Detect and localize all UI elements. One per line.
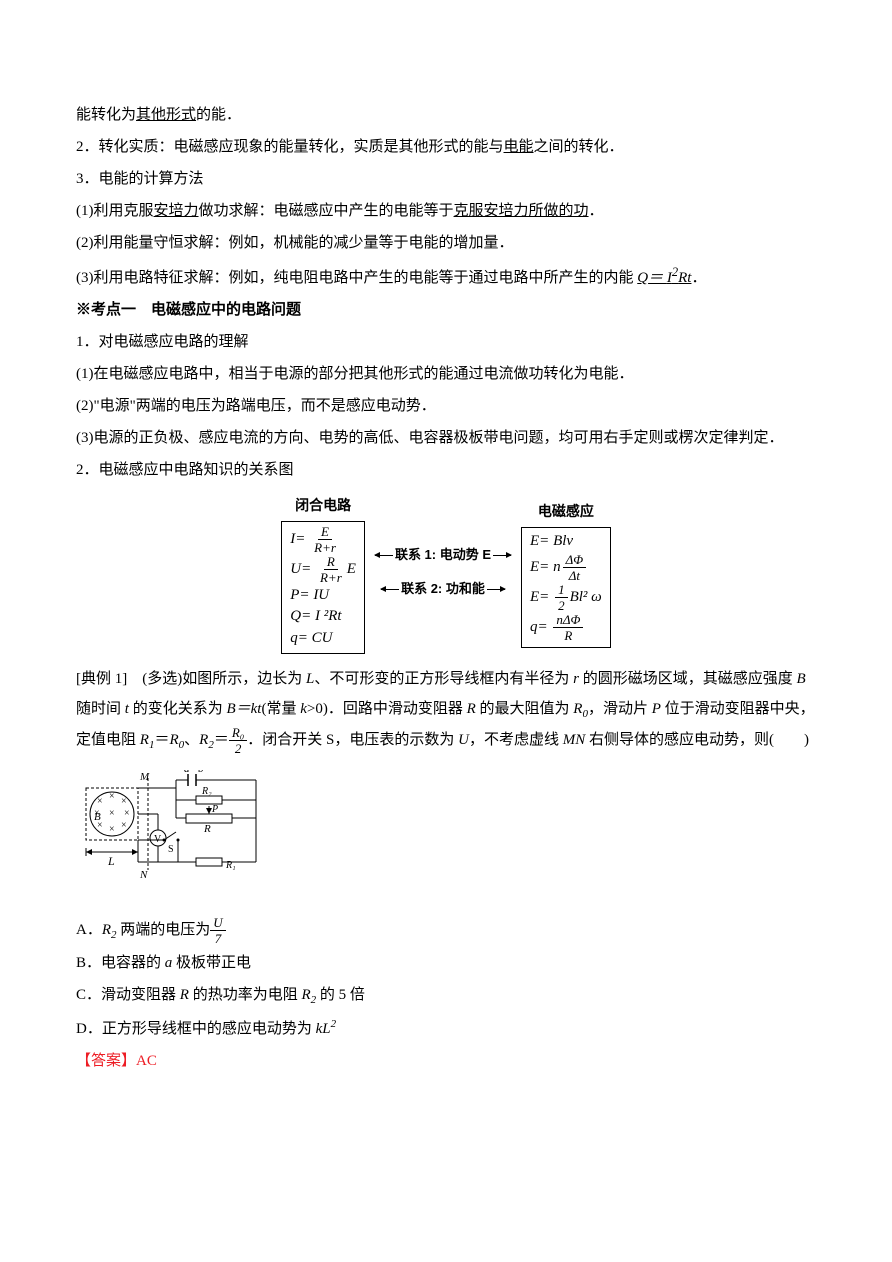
text: 3．电能的计算方法 (76, 171, 204, 187)
text: 的能． (196, 107, 241, 123)
text: (1)利用克服 (76, 203, 154, 219)
option-A: A．R2 两端的电压为U7 (76, 915, 816, 946)
underline: 电能 (504, 139, 534, 155)
svg-text:×: × (109, 824, 115, 835)
svg-text:R₂: R₂ (201, 786, 212, 797)
para-4: (1)利用克服安培力做功求解：电磁感应中产生的电能等于克服安培力所做的功． (76, 196, 816, 226)
arrow-right-icon (487, 589, 505, 590)
text: (2)利用能量守恒求解：例如，机械能的减少量等于电能的增加量． (76, 235, 514, 251)
para-2: 2．转化实质：电磁感应现象的能量转化，实质是其他形式的能与电能之间的转化． (76, 132, 816, 162)
svg-text:×: × (121, 796, 127, 807)
para-3: 3．电能的计算方法 (76, 164, 816, 194)
svg-text:P: P (211, 804, 218, 815)
circuit-figure: ××× ××× ××× B L M N a b R₂ P (76, 770, 816, 901)
text: ． (691, 270, 706, 286)
arrow-right-icon (493, 555, 511, 556)
svg-text:b: b (198, 770, 204, 775)
para-s1-1: (1)在电磁感应电路中，相当于电源的部分把其他形式的能通过电流做功转化为电能． (76, 359, 816, 389)
box-right: E= Blv E= nΔΦΔt E= 12Bl² ω q= nΔΦR (521, 527, 611, 647)
relation-diagram: 闭合电路 I= ER+r U= RR+rE P= IU Q= I ²Rt q= … (76, 491, 816, 654)
para-s2: 2．电磁感应中电路知识的关系图 (76, 455, 816, 485)
svg-text:×: × (121, 820, 127, 831)
diagram-middle: 联系 1: 电动势 E 联系 2: 功和能 (373, 542, 513, 602)
svg-text:×: × (109, 791, 115, 802)
svg-text:×: × (109, 808, 115, 819)
answer: 【答案】AC (76, 1046, 816, 1076)
para-s1-3: (3)电源的正负极、感应电流的方向、电势的高低、电容器极板带电问题，均可用右手定… (76, 423, 816, 453)
svg-text:M: M (139, 771, 150, 783)
para-6: (3)利用电路特征求解：例如，纯电阻电路中产生的电能等于通过电路中所产生的内能 … (76, 260, 816, 293)
text: 能转化为 (76, 107, 136, 123)
svg-text:a: a (184, 770, 190, 775)
underline: 克服安培力所做的功 (454, 203, 589, 219)
formula: Q＝ I2Rt (637, 270, 691, 286)
svg-text:R: R (203, 823, 211, 835)
example-stem: [典例 1] (多选)如图所示，边长为 L、不可形变的正方形导线框内有半径为 r… (76, 664, 816, 756)
box-left-title: 闭合电路 (281, 491, 365, 519)
svg-text:S: S (168, 844, 174, 855)
box-left: I= ER+r U= RR+rE P= IU Q= I ²Rt q= CU (281, 521, 365, 654)
svg-text:×: × (124, 808, 130, 819)
text: 做功求解：电磁感应中产生的电能等于 (199, 203, 454, 219)
option-C: C．滑动变阻器 R 的热功率为电阻 R2 的 5 倍 (76, 980, 816, 1011)
para-1: 能转化为其他形式的能． (76, 100, 816, 130)
box-right-title: 电磁感应 (521, 497, 611, 525)
topic-heading: ※考点一 电磁感应中的电路问题 (76, 295, 816, 325)
para-5: (2)利用能量守恒求解：例如，机械能的减少量等于电能的增加量． (76, 228, 816, 258)
text: 2．转化实质：电磁感应现象的能量转化，实质是其他形式的能与 (76, 139, 504, 155)
svg-text:×: × (97, 796, 103, 807)
para-s1: 1．对电磁感应电路的理解 (76, 327, 816, 357)
para-s1-2: (2)"电源"两端的电压为路端电压，而不是感应电动势． (76, 391, 816, 421)
svg-text:N: N (139, 869, 148, 881)
svg-text:B: B (94, 811, 101, 823)
underline: 其他形式 (136, 107, 196, 123)
underline: 安培力 (154, 203, 199, 219)
arrow-left-icon (381, 589, 399, 590)
text: ． (589, 203, 604, 219)
text: (3)利用电路特征求解：例如，纯电阻电路中产生的电能等于通过电路中所产生的内能 (76, 270, 637, 286)
svg-text:L: L (107, 854, 115, 868)
arrow-left-icon (375, 555, 393, 556)
text: 之间的转化． (534, 139, 624, 155)
option-B: B．电容器的 a 极板带正电 (76, 948, 816, 978)
option-D: D．正方形导线框中的感应电动势为 kL2 (76, 1013, 816, 1044)
